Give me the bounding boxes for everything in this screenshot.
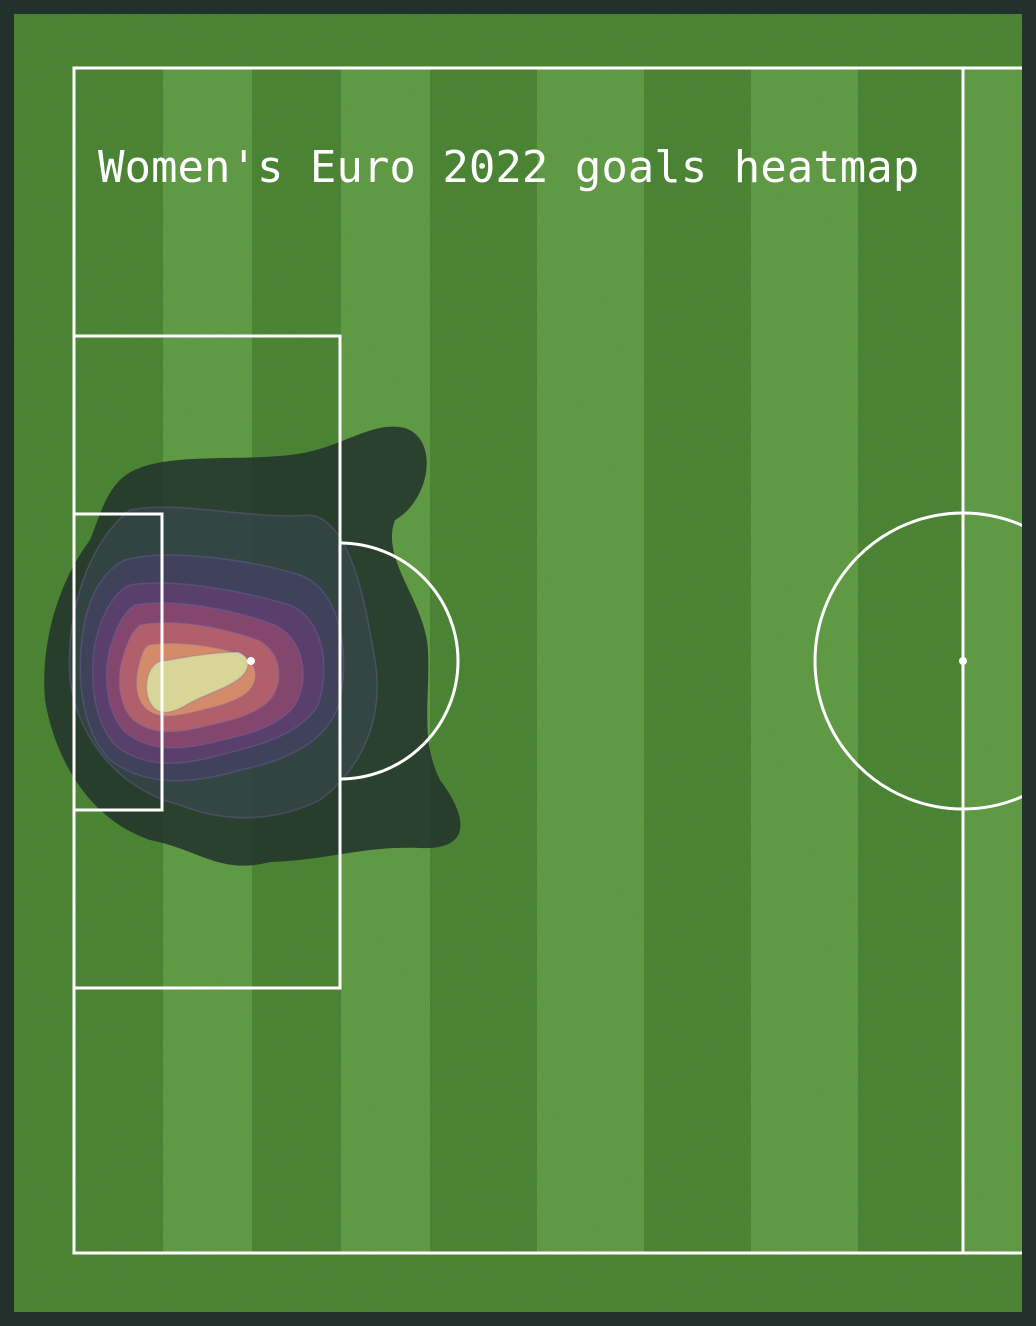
density-contour-level-8 [145,651,249,714]
heatmap-density [44,426,461,866]
pitch-markings [72,66,1036,1255]
six-yard-box [72,512,164,812]
centre-circle [813,511,1036,811]
penalty-arc [339,541,460,781]
penalty-spot [247,657,255,665]
centre-spot [959,657,967,665]
chart-title: Women's Euro 2022 goals heatmap [98,142,919,193]
